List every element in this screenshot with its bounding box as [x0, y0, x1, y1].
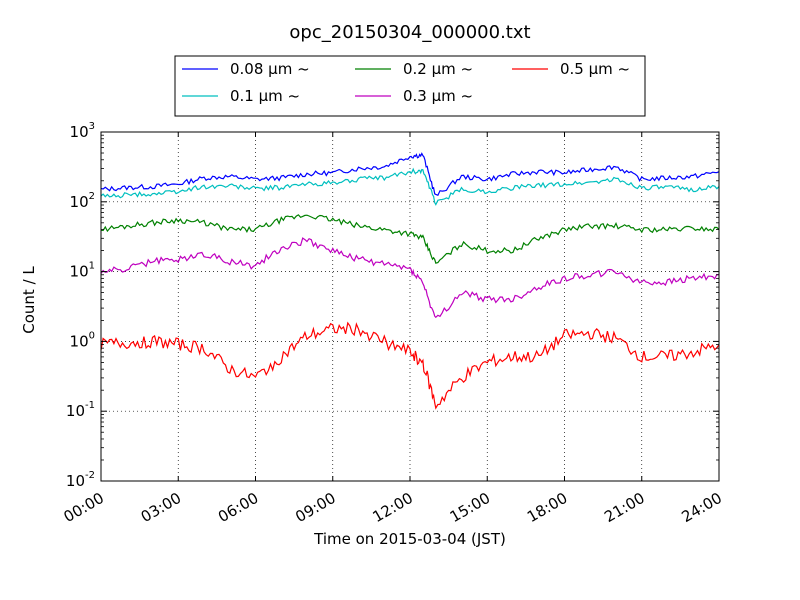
y-tick-exponent: 3: [89, 121, 95, 132]
y-axis-label: Count / L: [20, 266, 38, 334]
chart-title: opc_20150304_000000.txt: [289, 22, 530, 43]
y-tick-base: 10: [70, 123, 89, 141]
y-tick-base: 10: [70, 193, 89, 211]
y-tick-label: 103: [70, 121, 95, 141]
y-tick-label: 101: [70, 261, 95, 281]
series-line: [100, 214, 720, 264]
y-tick-label: 102: [70, 191, 95, 211]
legend-label: 0.5 μm ~: [560, 60, 630, 78]
legend-label: 0.2 μm ~: [403, 60, 473, 78]
legend-box: [174, 55, 646, 117]
series-line: [100, 152, 720, 196]
x-axis-label: Time on 2015-03-04 (JST): [313, 530, 506, 548]
grid: [100, 132, 720, 481]
legend: 0.08 μm ~ 0.1 μm ~ 0.2 μm ~ 0.3 μm ~ 0.5 μm …: [174, 55, 646, 117]
y-tick-label: 10-2: [66, 470, 95, 490]
y-tick-label: 100: [70, 330, 95, 350]
plot-series: [100, 152, 720, 410]
series-line: [100, 167, 720, 206]
y-tick-label: 10-1: [66, 400, 95, 420]
legend-label: 0.3 μm ~: [403, 87, 473, 105]
series-line: [100, 321, 720, 410]
y-tick-exponent: -2: [85, 470, 95, 481]
y-tick-exponent: 2: [89, 191, 95, 202]
y-tick-base: 10: [70, 263, 89, 281]
y-tick-exponent: 1: [89, 261, 95, 272]
y-tick-exponent: -1: [85, 400, 95, 411]
y-tick-base: 10: [70, 332, 89, 350]
y-tick-base: 10: [66, 472, 85, 490]
legend-label: 0.08 μm ~: [230, 60, 310, 78]
legend-label: 0.1 μm ~: [230, 87, 300, 105]
series-line: [100, 237, 720, 319]
y-tick-exponent: 0: [89, 330, 95, 341]
y-tick-base: 10: [66, 402, 85, 420]
